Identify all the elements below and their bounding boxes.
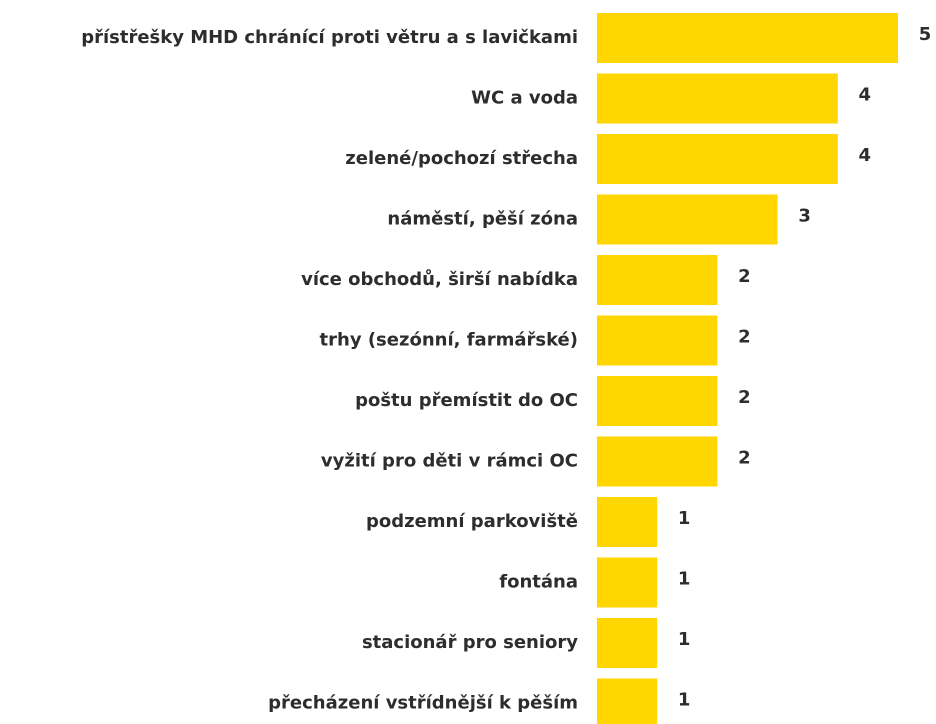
category-label: trhy (sezónní, farmářské) (320, 330, 578, 351)
value-label: 2 (738, 266, 751, 287)
category-label: WC a voda (471, 88, 578, 109)
value-label: 1 (678, 569, 691, 590)
value-label: 4 (859, 145, 872, 166)
category-label: fontána (499, 572, 578, 593)
value-label: 2 (738, 387, 751, 408)
category-label: náměstí, pěší zóna (387, 209, 578, 230)
bar (597, 194, 778, 245)
value-label: 2 (738, 448, 751, 469)
category-label: vyžití pro děti v rámci OC (321, 451, 578, 472)
bar (597, 436, 718, 487)
category-label: poštu přemístit do OC (355, 390, 578, 411)
bar (597, 678, 658, 724)
bar (597, 376, 718, 426)
value-label: 1 (678, 629, 691, 650)
category-label: zelené/pochozí střecha (345, 148, 578, 169)
bar (597, 497, 658, 547)
category-label: přecházení vstřídnější k pěším (268, 693, 578, 714)
category-label: více obchodů, širší nabídka (301, 268, 578, 290)
bar (597, 255, 718, 305)
bar (597, 73, 838, 124)
category-label: přístřešky MHD chránící proti větru a s … (81, 27, 578, 48)
value-label: 1 (678, 508, 691, 529)
value-label: 1 (678, 690, 691, 711)
bar (597, 618, 658, 668)
bar (597, 13, 898, 63)
bar (597, 134, 838, 184)
bar (597, 557, 658, 608)
value-label: 2 (738, 327, 751, 348)
bar (597, 315, 718, 366)
value-label: 4 (859, 85, 872, 106)
value-label: 5 (919, 24, 932, 45)
category-label: stacionář pro seniory (362, 632, 578, 653)
value-label: 3 (798, 206, 811, 227)
category-label: podzemní parkoviště (366, 511, 578, 532)
